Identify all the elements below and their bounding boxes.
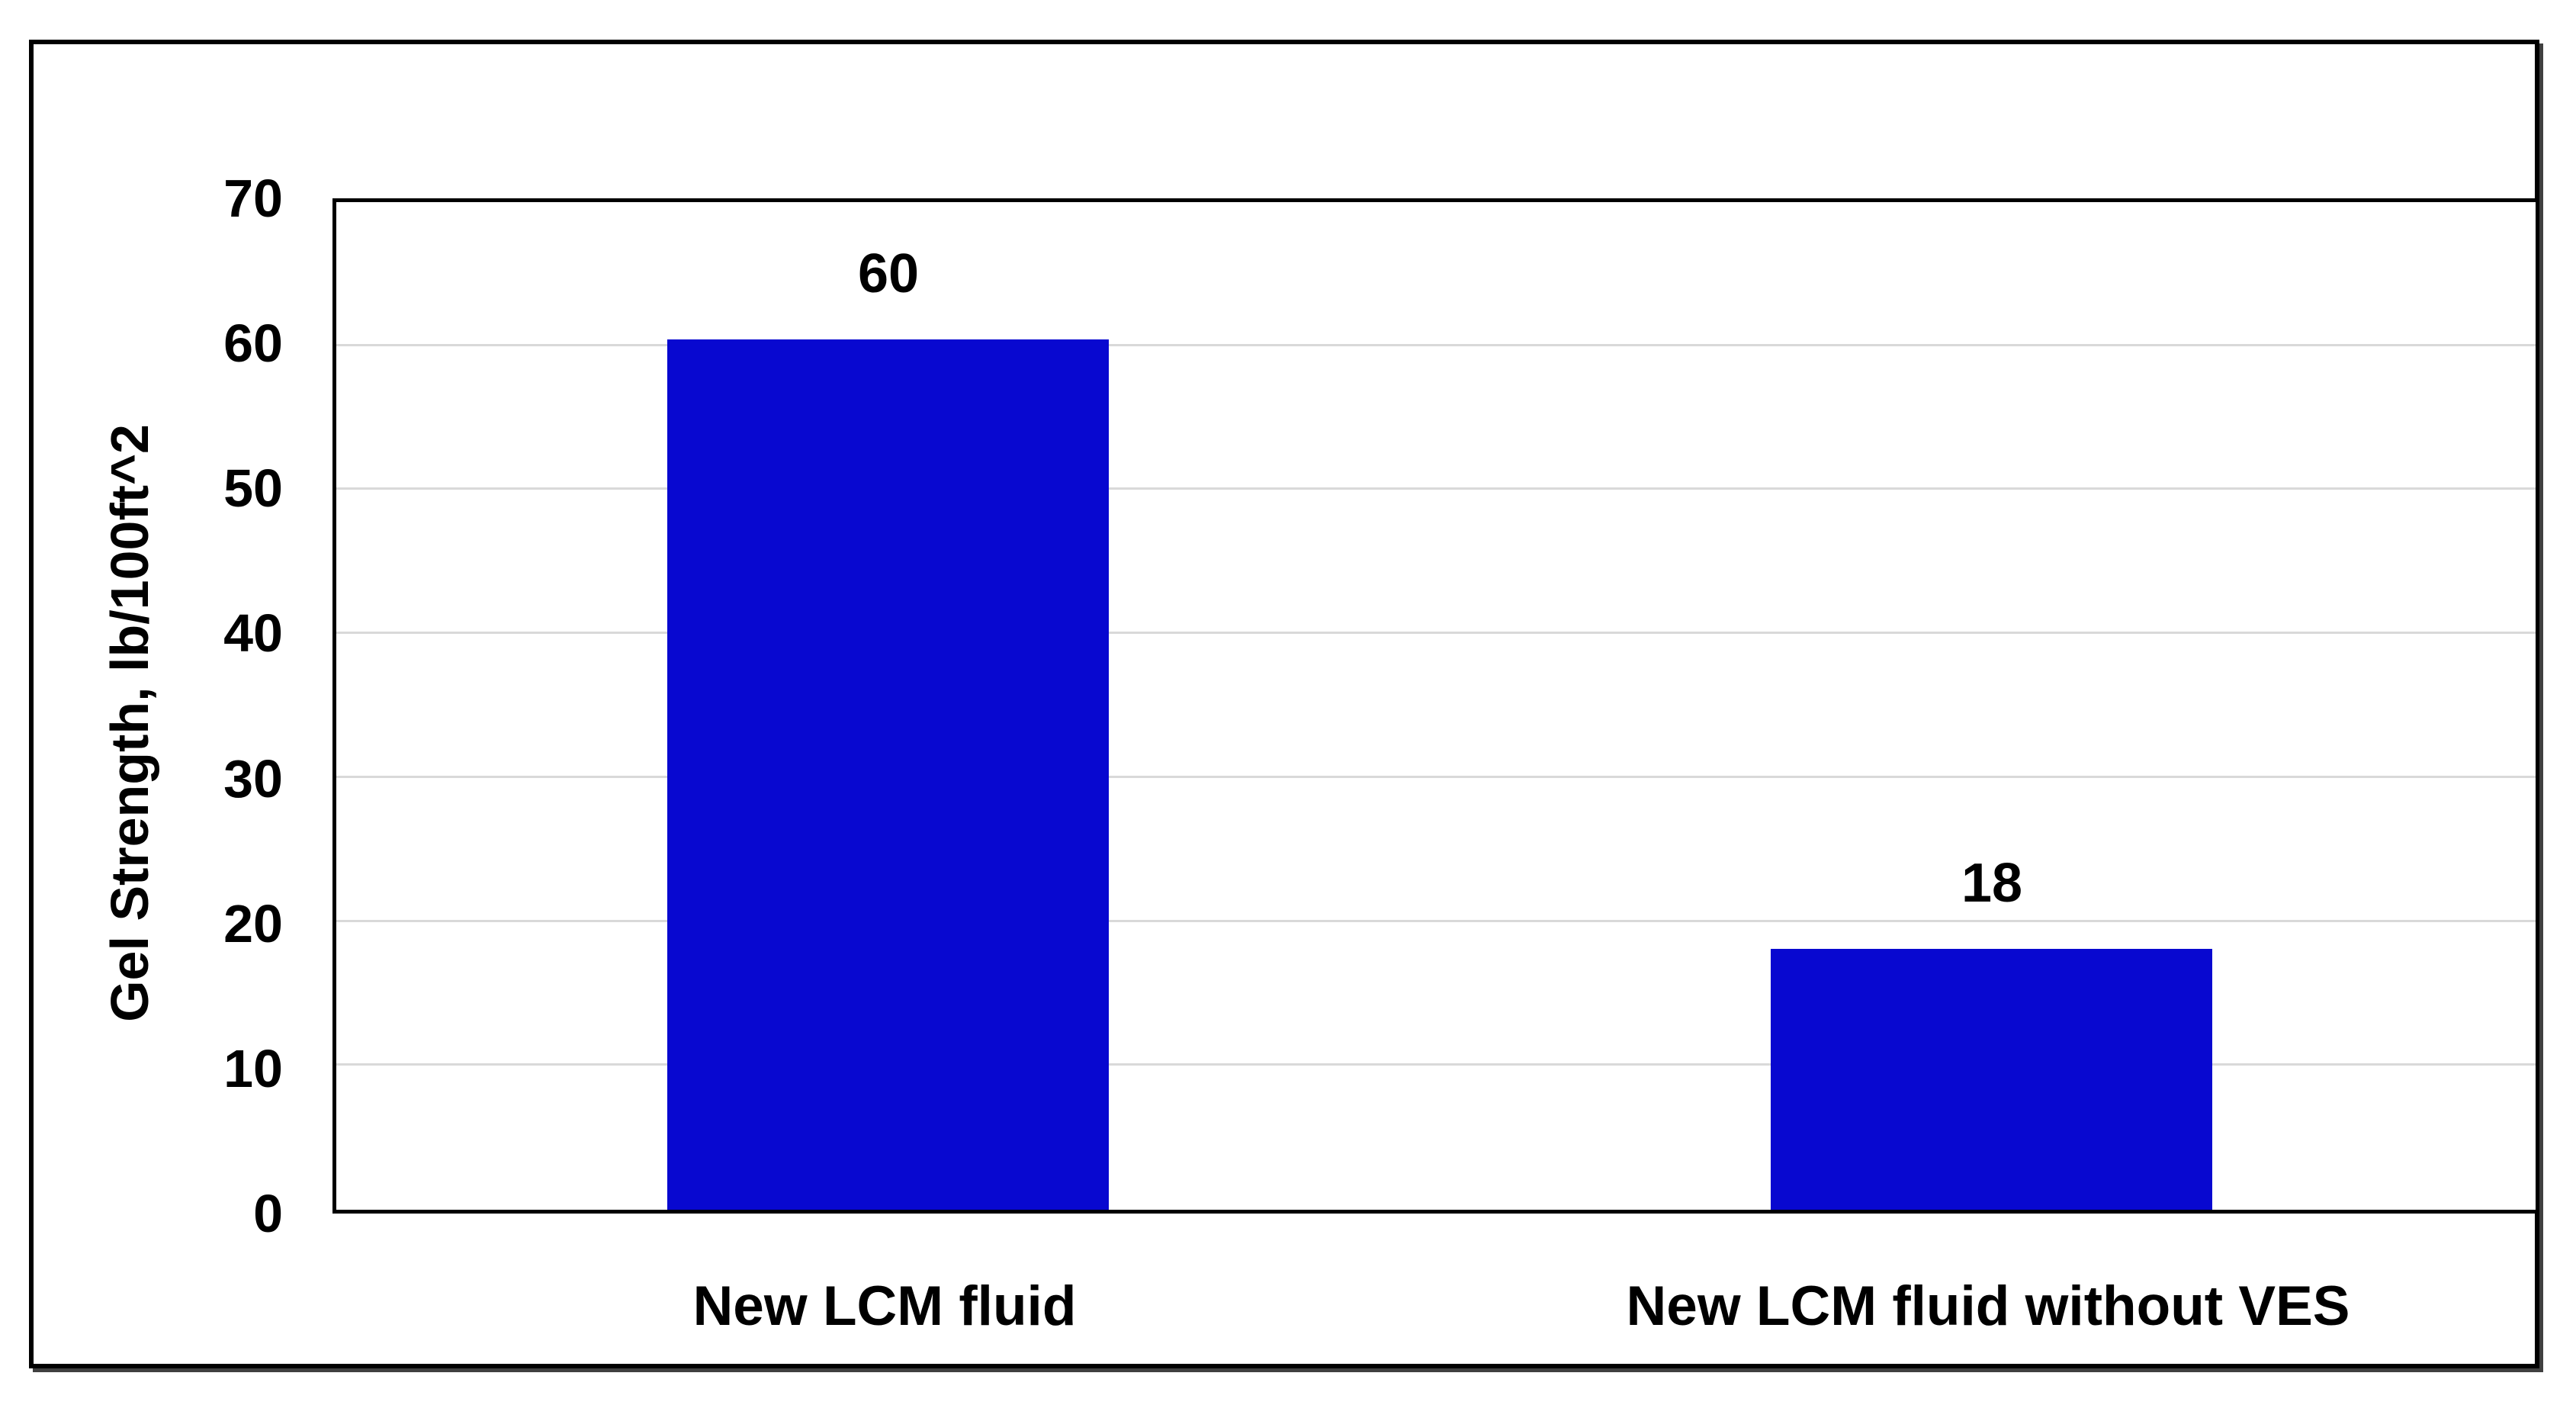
y-tick-label: 60 <box>223 313 283 373</box>
y-axis-tick-labels: 0 10 20 30 40 50 60 70 <box>34 172 297 1240</box>
gridline <box>336 1063 2536 1066</box>
gridline <box>336 487 2536 490</box>
bar-new-lcm-fluid <box>667 339 1109 1210</box>
y-tick-label: 70 <box>223 169 283 228</box>
bar-new-lcm-fluid-without-ves <box>1771 949 2212 1210</box>
y-tick-label: 0 <box>253 1184 283 1243</box>
bar-value-label: 18 <box>1961 853 2023 914</box>
x-category-label: New LCM fluid <box>692 1275 1077 1337</box>
chart-frame: Gel Strength, lb/100ft^2 0 10 20 30 40 50 60 70… <box>29 40 2539 1368</box>
y-tick-label: 10 <box>223 1039 283 1098</box>
plot-area: 60 18 <box>332 198 2539 1214</box>
y-tick-label: 20 <box>223 894 283 953</box>
x-category-label: New LCM fluid without VES <box>1626 1275 2350 1337</box>
y-tick-label: 30 <box>223 749 283 809</box>
y-tick-label: 50 <box>223 458 283 518</box>
gridline <box>336 919 2536 922</box>
gridline <box>336 632 2536 635</box>
x-axis-category-labels: New LCM fluid New LCM fluid without VES <box>332 1272 2539 1364</box>
bar-value-label: 60 <box>857 243 920 304</box>
y-tick-label: 40 <box>223 603 283 663</box>
gridline <box>336 343 2536 346</box>
gridline <box>336 775 2536 778</box>
